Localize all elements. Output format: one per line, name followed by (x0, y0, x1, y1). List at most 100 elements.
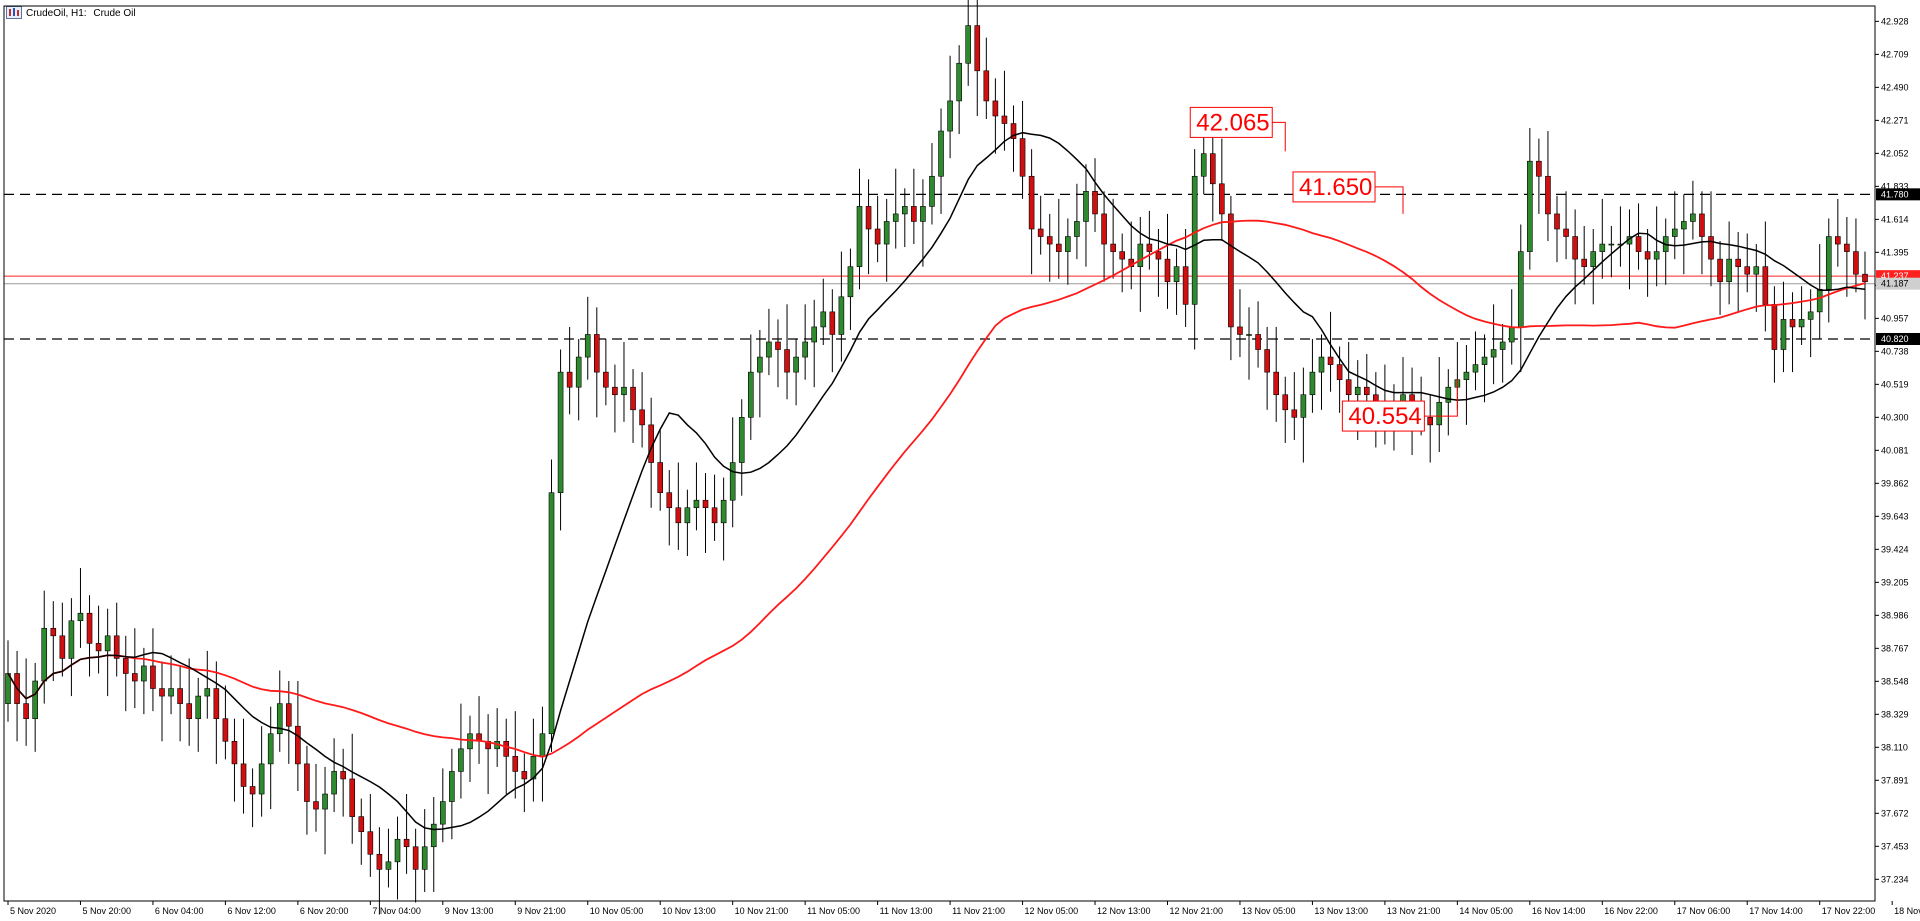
candle-body (1536, 160, 1542, 177)
candle-body (865, 206, 872, 230)
candle-body (1264, 349, 1270, 373)
candle-body (23, 703, 29, 719)
candle (1536, 138, 1542, 214)
candle-body (1237, 326, 1243, 335)
candle (1608, 225, 1615, 278)
price-tick-label: 38.329 (1881, 709, 1909, 719)
candle-body (1164, 258, 1171, 283)
candle (856, 168, 863, 290)
candle (938, 108, 944, 214)
candle (1191, 149, 1198, 350)
candle-body (1083, 191, 1089, 222)
price-tick-label: 42.490 (1881, 82, 1909, 92)
candle (992, 78, 999, 154)
candle-body (539, 733, 546, 757)
candle (1853, 218, 1859, 293)
candle (1445, 369, 1452, 436)
candle-body (503, 740, 510, 757)
bid-price-tag-label: 41.187 (1881, 279, 1909, 289)
candle-body (838, 296, 845, 335)
candle (548, 459, 555, 752)
candle (168, 655, 174, 715)
candle-body (639, 409, 645, 426)
candle (575, 338, 582, 421)
candle-body (32, 680, 38, 719)
candle (829, 289, 836, 373)
candle-body (1001, 115, 1008, 124)
candle (1708, 191, 1714, 287)
candle-body (1309, 371, 1316, 396)
candle (1173, 248, 1180, 315)
candle-body (322, 793, 328, 810)
candle (711, 474, 718, 541)
candle-body (122, 658, 129, 674)
candle-body (186, 703, 192, 719)
candle-body (1019, 138, 1026, 177)
candle (802, 304, 808, 380)
candle (322, 766, 328, 855)
candle (1237, 289, 1243, 358)
candle (440, 768, 446, 843)
price-tick-label: 37.234 (1881, 874, 1909, 884)
candle-body (1110, 243, 1116, 252)
candle (766, 308, 772, 376)
candle-body (1427, 417, 1433, 426)
candle-body (231, 740, 238, 765)
price-tick-label: 40.957 (1881, 313, 1909, 323)
candle-body (1282, 394, 1289, 411)
time-tick-label: 9 Nov 21:00 (517, 906, 566, 916)
candle (1219, 138, 1225, 242)
candle (1581, 225, 1587, 285)
candle-body (141, 665, 147, 682)
candle-body (403, 838, 410, 848)
candle (847, 248, 854, 330)
candle-body (195, 695, 202, 719)
candle-body (1717, 258, 1723, 283)
candle-body (1155, 251, 1162, 260)
candle (1599, 198, 1606, 279)
price-callout: 40.554 (1341, 379, 1458, 432)
candle-body (1572, 236, 1578, 260)
candle-body (675, 507, 682, 524)
candle-body (1481, 356, 1488, 365)
candle-body (1074, 221, 1080, 237)
candle-body (1780, 319, 1787, 350)
time-tick-label: 10 Nov 05:00 (590, 906, 644, 916)
candle (720, 477, 727, 561)
candle-body (1010, 123, 1017, 139)
candle (1291, 372, 1298, 440)
candle-body (1046, 236, 1053, 245)
fast-moving-average-line (7, 131, 1866, 831)
candle-body (1173, 266, 1180, 283)
candle-body (1554, 213, 1560, 230)
candle-body (566, 371, 573, 388)
candle-body (249, 786, 256, 795)
candle (1699, 191, 1705, 275)
price-tick-label: 41.614 (1881, 214, 1909, 224)
candle (412, 828, 419, 903)
price-tick-label: 40.738 (1881, 346, 1909, 356)
candle-body (367, 831, 374, 855)
candle (865, 179, 872, 275)
candle-body (1065, 236, 1071, 252)
price-tick-label: 42.709 (1881, 49, 1909, 59)
candle (1517, 224, 1524, 373)
candle-body (1445, 386, 1452, 403)
candle-body (340, 771, 346, 780)
candle (965, 0, 972, 86)
candle (621, 342, 627, 422)
candle (630, 369, 636, 443)
candle (1074, 183, 1080, 260)
candle (1427, 394, 1433, 463)
callout-label: 42.065 (1196, 109, 1269, 136)
candle-body (729, 462, 736, 501)
candle (811, 299, 818, 388)
candle-body (1345, 379, 1352, 396)
time-tick-label: 12 Nov 05:00 (1025, 906, 1079, 916)
candle (784, 304, 790, 400)
candle (612, 364, 618, 433)
candle (1209, 131, 1216, 222)
candle-body (86, 612, 93, 644)
candle (874, 195, 881, 263)
